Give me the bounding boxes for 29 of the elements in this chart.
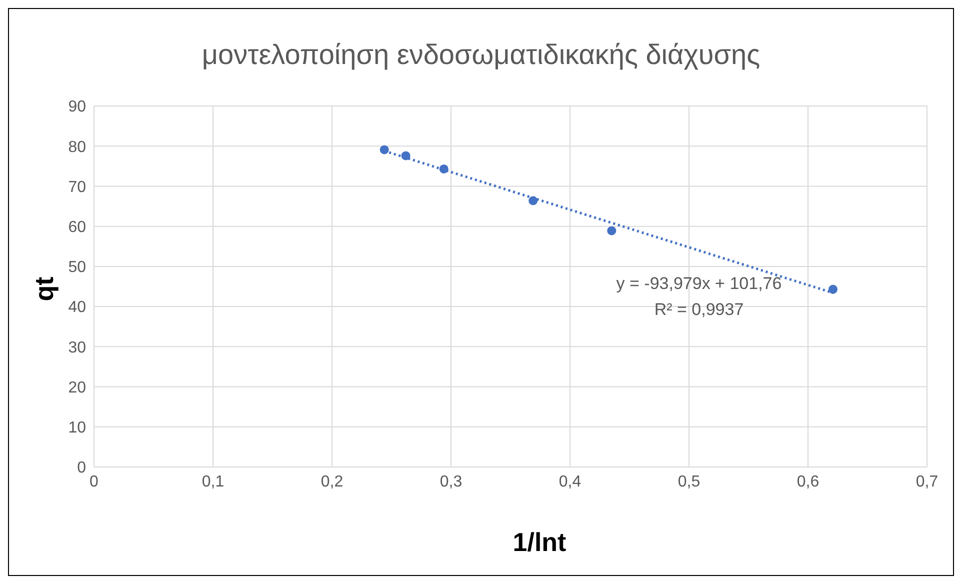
y-tick-label: 80 xyxy=(68,138,86,156)
y-tick-label: 40 xyxy=(68,299,86,316)
point xyxy=(828,284,838,294)
y-tick-label: 90 xyxy=(68,98,86,116)
y-axis-title: qt xyxy=(29,276,60,302)
point xyxy=(380,145,389,154)
y-tick-label: 30 xyxy=(68,339,86,356)
x-tick-label: 0,2 xyxy=(320,473,344,490)
x-tick-label: 0,6 xyxy=(796,473,820,490)
x-tick-label: 0,3 xyxy=(440,473,462,490)
annotation: y = -93,979x + 101,76 xyxy=(615,274,783,294)
chart-title: μοντελοποίηση ενδοσωματιδικακής διάχυσης xyxy=(200,39,762,71)
y-tick-label: 10 xyxy=(68,420,86,437)
x-tick-label: 0,1 xyxy=(202,473,224,490)
point xyxy=(439,164,448,174)
y-tick-label: 70 xyxy=(68,178,86,196)
y-tick-label: 50 xyxy=(68,259,86,276)
x-tick-label: 0,4 xyxy=(558,473,582,490)
y-tick-label: 60 xyxy=(68,219,86,236)
y-tick-label: 20 xyxy=(68,379,86,396)
point xyxy=(401,151,410,160)
point xyxy=(528,196,538,206)
annotation: R² = 0,9937 xyxy=(653,300,745,320)
y-tick-label: 0 xyxy=(77,460,86,477)
point xyxy=(607,226,616,236)
x-axis-title: 1/lnt xyxy=(512,527,568,558)
x-tick-label: 0,7 xyxy=(916,473,938,490)
x-tick-label: 0,5 xyxy=(678,473,700,490)
x-tick-label: 0 xyxy=(90,473,99,490)
